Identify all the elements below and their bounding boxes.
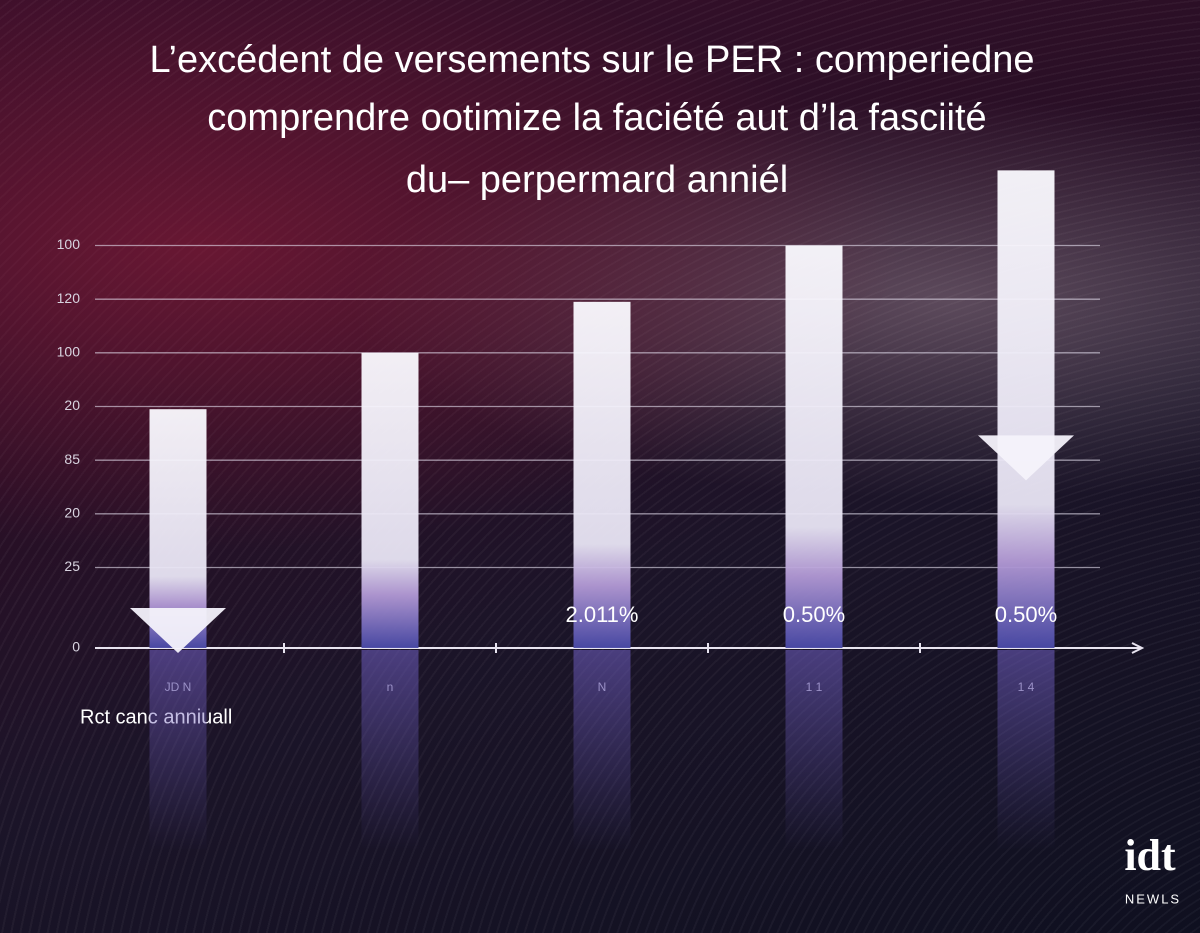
logo-sub: NEWLS xyxy=(1125,891,1181,906)
axis-arrow xyxy=(1131,642,1145,654)
annotation: 0.50% xyxy=(995,602,1057,627)
bar-reflection xyxy=(149,650,207,850)
y-tick-label: 20 xyxy=(64,505,80,521)
y-tick-label: 0 xyxy=(72,639,80,655)
title-line: L’excédent de versements sur le PER : co… xyxy=(149,39,1034,81)
arrow-head xyxy=(130,608,226,653)
annotation: 0.50% xyxy=(783,602,845,627)
logo: idt xyxy=(1124,831,1176,880)
y-tick-label: 100 xyxy=(57,344,81,360)
title-line: du– perpermard anniél xyxy=(406,159,788,201)
bar xyxy=(785,245,843,648)
y-tick-label: 25 xyxy=(64,558,80,574)
bar-reflection xyxy=(785,650,843,850)
bar-reflection xyxy=(573,650,631,850)
y-tick-label: 20 xyxy=(64,397,80,413)
bar xyxy=(997,170,1055,648)
annotation: 2.011% xyxy=(566,602,639,627)
bar-reflection xyxy=(361,650,419,850)
title-line: comprendre ootimize la faciété aut d’la … xyxy=(207,97,986,139)
y-tick-label: 100 xyxy=(57,236,81,252)
bar-reflection xyxy=(997,650,1055,850)
y-tick-label: 120 xyxy=(57,290,81,306)
arrow-head xyxy=(978,435,1074,481)
bar xyxy=(573,301,631,648)
y-tick-label: 85 xyxy=(64,451,80,467)
bar xyxy=(361,352,419,648)
